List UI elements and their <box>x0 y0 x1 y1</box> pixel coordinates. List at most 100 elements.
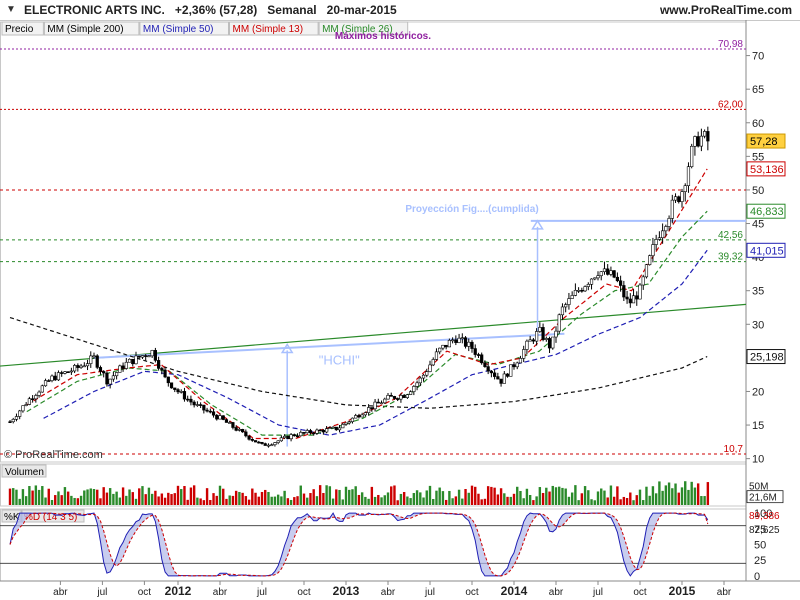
volume-bar <box>325 485 328 505</box>
candle-body <box>512 364 516 368</box>
x-tick-label: 2014 <box>501 584 528 598</box>
candle <box>337 424 342 433</box>
candle-body <box>344 422 348 425</box>
candle <box>176 388 180 395</box>
candle-body <box>253 440 258 443</box>
volume-bar <box>199 498 202 505</box>
volume-bar <box>587 490 590 505</box>
volume-bar <box>464 489 467 505</box>
stochastic-y-tick-label: 50 <box>754 540 766 552</box>
candle-body <box>693 136 697 147</box>
volume-bar <box>364 496 367 505</box>
price-tag-label: 46,833 <box>750 206 784 218</box>
price-tag-box <box>746 349 786 365</box>
volume-bar <box>222 488 225 505</box>
candle <box>208 408 212 414</box>
candle <box>441 344 445 351</box>
candle-body <box>373 401 377 410</box>
candle <box>680 188 684 208</box>
candle-body <box>454 339 458 343</box>
candle <box>354 413 358 419</box>
candle <box>570 291 574 299</box>
top-bar: ▼ ELECTRONIC ARTS INC. +2,36% (57,28) Se… <box>0 0 800 21</box>
candle-body <box>73 365 77 372</box>
volume-bar <box>309 493 312 505</box>
volume-bar <box>134 498 138 505</box>
candle <box>538 322 542 333</box>
candle <box>657 231 661 241</box>
candle <box>118 364 122 373</box>
volume-bar <box>276 494 280 505</box>
volume-bar <box>373 496 377 505</box>
volume-bar <box>532 500 535 505</box>
candle <box>480 352 484 365</box>
candle-body <box>144 355 148 357</box>
candle <box>686 162 691 193</box>
candle-body <box>502 373 506 384</box>
candle <box>73 363 77 374</box>
volume-bar <box>383 495 386 505</box>
candle-body <box>612 270 616 278</box>
volume-bar <box>112 493 115 505</box>
volume-bar <box>102 487 105 505</box>
stochastic-k-title: %K <box>4 512 20 523</box>
candle <box>463 336 468 349</box>
candle-body <box>518 358 523 364</box>
volume-bar <box>696 483 700 505</box>
candle-body <box>696 136 700 147</box>
candle <box>528 335 532 342</box>
volume-bar <box>121 487 125 505</box>
candle <box>325 425 329 434</box>
candle <box>34 393 38 403</box>
stochastic-d-line <box>9 512 709 577</box>
candle <box>615 272 619 283</box>
volume-bar <box>528 495 532 505</box>
x-tick-label: 2015 <box>669 584 696 598</box>
candle <box>421 374 426 382</box>
x-tick-label: oct <box>138 587 152 598</box>
candle <box>447 338 451 348</box>
candle-body <box>431 359 435 366</box>
candle-body <box>11 419 15 423</box>
x-tick-label: jul <box>592 587 603 598</box>
candle-body <box>166 376 170 384</box>
candle <box>302 432 306 435</box>
candle-body <box>509 364 513 377</box>
volume-bar <box>73 497 76 505</box>
candle <box>703 129 707 139</box>
candle-body <box>325 428 329 433</box>
volume-bar <box>170 494 173 505</box>
volume-bar <box>512 493 516 505</box>
candle-body <box>334 426 338 431</box>
price-y-tick-label: 35 <box>752 286 764 298</box>
price-tag-box <box>746 242 786 258</box>
volume-bar <box>470 485 474 505</box>
volume-bar <box>147 487 151 505</box>
candle <box>92 352 96 359</box>
candle-body <box>18 410 22 417</box>
candle <box>415 380 419 391</box>
legend-item-box <box>43 21 140 36</box>
volume-bar <box>516 486 519 505</box>
candle <box>554 326 558 343</box>
candle-body <box>567 298 571 305</box>
candle <box>531 337 535 344</box>
candle <box>263 442 267 446</box>
volume-bar <box>267 491 270 505</box>
volume-bar <box>703 496 706 505</box>
brand-link[interactable]: www.ProRealTime.com <box>659 3 792 17</box>
candle <box>367 404 371 416</box>
candle <box>244 429 248 438</box>
candle <box>360 412 364 418</box>
candle-body <box>331 426 335 429</box>
candle <box>557 313 561 334</box>
candle <box>493 369 497 380</box>
volume-bar <box>474 486 477 505</box>
candle <box>283 434 287 439</box>
menu-triangle-icon[interactable]: ▼ <box>6 4 16 15</box>
volume-bar <box>83 490 86 505</box>
volume-bar <box>15 489 18 505</box>
candle-body <box>127 358 132 363</box>
x-tick-label: abr <box>53 587 68 598</box>
volume-y-tick-label: 50M <box>749 482 768 493</box>
